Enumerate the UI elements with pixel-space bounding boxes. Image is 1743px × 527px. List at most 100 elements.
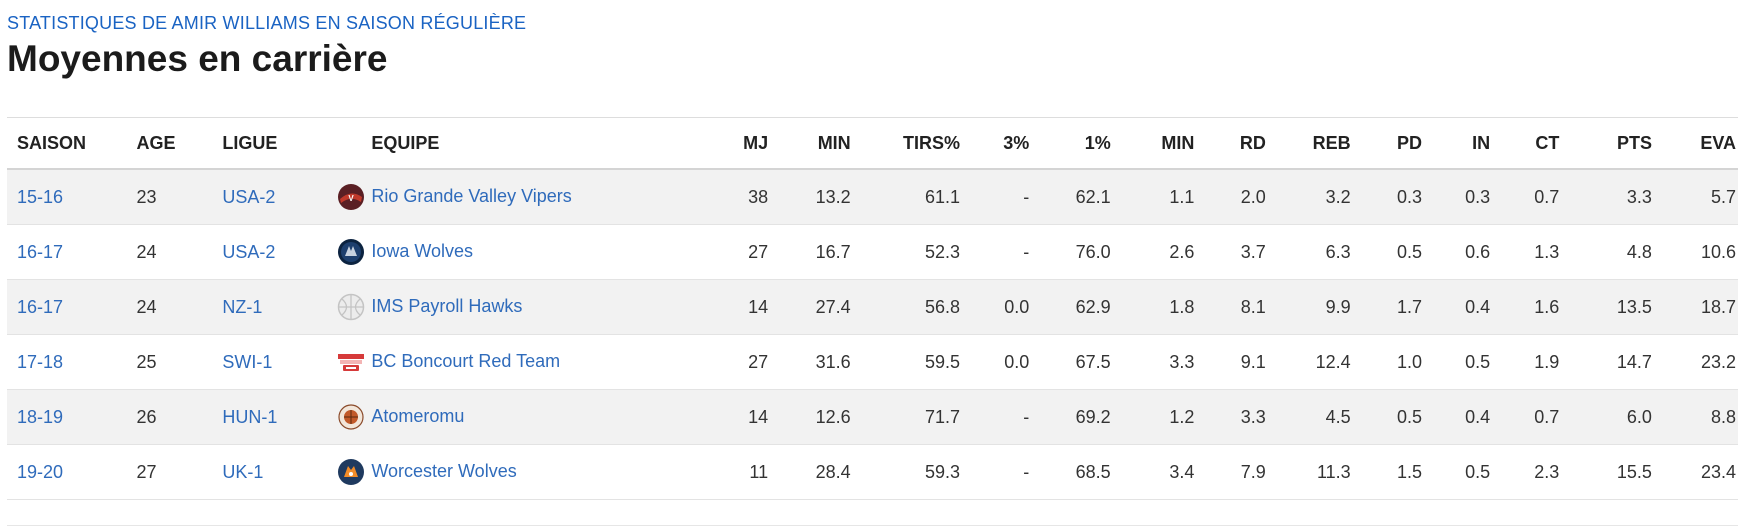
eva-cell: 5.7 (1651, 169, 1738, 225)
min-cell: 31.6 (768, 334, 851, 390)
three-pct-cell: - (960, 169, 1030, 225)
one-pct-cell: 62.9 (1029, 279, 1111, 335)
tirs-pct-cell: 59.5 (850, 334, 961, 390)
pts-cell: 3.3 (1559, 169, 1652, 225)
atomeromu-logo-icon[interactable] (337, 403, 365, 431)
min-cell: 28.4 (768, 444, 851, 500)
pd-cell: 1.5 (1350, 444, 1423, 500)
ct-cell: 1.9 (1490, 334, 1560, 390)
rd-cell: 7.9 (1194, 444, 1266, 500)
min2-cell: 3.4 (1110, 444, 1195, 500)
col-header-rd[interactable]: RD (1194, 117, 1266, 170)
vipers-logo-icon[interactable]: V (337, 183, 365, 211)
col-header-3-pct[interactable]: 3% (960, 117, 1030, 170)
tirs-pct-cell: 61.1 (850, 169, 961, 225)
col-header-eva[interactable]: EVA (1651, 117, 1738, 170)
col-header-reb[interactable]: REB (1265, 117, 1351, 170)
eva-cell: 8.8 (1651, 389, 1738, 445)
rd-cell: 2.0 (1194, 169, 1266, 225)
ct-cell: 0.7 (1490, 389, 1560, 445)
col-header-min[interactable]: MIN (768, 117, 851, 170)
worcester-wolves-logo-icon[interactable] (337, 458, 365, 486)
table-bottom-divider (7, 525, 1738, 526)
one-pct-cell: 62.1 (1029, 169, 1111, 225)
season-link[interactable]: 15-16 (7, 169, 137, 225)
tirs-pct-cell: 59.3 (850, 444, 961, 500)
in-cell: 0.4 (1422, 389, 1491, 445)
eva-cell: 23.4 (1651, 444, 1738, 500)
team-link[interactable]: Iowa Wolves (371, 240, 474, 261)
table-header-row: SAISON AGE LIGUE EQUIPE MJ MIN TIRS% 3% … (7, 117, 1738, 170)
league-link[interactable]: USA-2 (222, 224, 338, 280)
age-cell: 26 (136, 389, 223, 445)
col-header-ct[interactable]: CT (1490, 117, 1560, 170)
season-link[interactable]: 19-20 (7, 444, 137, 500)
table-row: 17-18 25 SWI-1 BC Boncourt Red Team 27 3… (7, 334, 1738, 390)
col-header-1-pct[interactable]: 1% (1029, 117, 1111, 170)
min-cell: 13.2 (768, 169, 851, 225)
age-cell: 24 (136, 279, 223, 335)
col-header-pts[interactable]: PTS (1559, 117, 1652, 170)
mj-cell: 14 (714, 389, 769, 445)
league-link[interactable]: UK-1 (222, 444, 338, 500)
rd-cell: 8.1 (1194, 279, 1266, 335)
basketball-placeholder-icon[interactable] (337, 293, 365, 321)
league-link[interactable]: NZ-1 (222, 279, 338, 335)
league-link[interactable]: USA-2 (222, 169, 338, 225)
pts-cell: 14.7 (1559, 334, 1652, 390)
ct-cell: 2.3 (1490, 444, 1560, 500)
boncourt-logo-icon[interactable] (337, 348, 365, 376)
reb-cell: 3.2 (1265, 169, 1351, 225)
mj-cell: 14 (714, 279, 769, 335)
three-pct-cell: 0.0 (960, 334, 1030, 390)
tirs-pct-cell: 52.3 (850, 224, 961, 280)
three-pct-cell: - (960, 224, 1030, 280)
one-pct-cell: 68.5 (1029, 444, 1111, 500)
col-header-min-2[interactable]: MIN (1110, 117, 1195, 170)
section-subtitle: STATISTIQUES DE AMIR WILLIAMS EN SAISON … (7, 13, 527, 33)
col-header-saison[interactable]: SAISON (7, 117, 137, 170)
pts-cell: 15.5 (1559, 444, 1652, 500)
min-cell: 16.7 (768, 224, 851, 280)
team-cell: IMS Payroll Hawks (337, 279, 715, 335)
col-header-age[interactable]: AGE (136, 117, 223, 170)
in-cell: 0.5 (1422, 444, 1491, 500)
iowa-wolves-logo-icon[interactable] (337, 238, 365, 266)
team-link[interactable]: Worcester Wolves (371, 460, 517, 481)
one-pct-cell: 76.0 (1029, 224, 1111, 280)
season-link[interactable]: 16-17 (7, 224, 137, 280)
team-link[interactable]: BC Boncourt Red Team (371, 350, 561, 371)
in-cell: 0.6 (1422, 224, 1491, 280)
col-header-tirs-pct[interactable]: TIRS% (850, 117, 961, 170)
league-link[interactable]: SWI-1 (222, 334, 338, 390)
pts-cell: 4.8 (1559, 224, 1652, 280)
pd-cell: 1.7 (1350, 279, 1423, 335)
reb-cell: 11.3 (1265, 444, 1351, 500)
team-link[interactable]: Rio Grande Valley Vipers (371, 185, 572, 206)
col-header-ligue[interactable]: LIGUE (222, 117, 338, 170)
min2-cell: 1.1 (1110, 169, 1195, 225)
team-link[interactable]: Atomeromu (371, 405, 465, 426)
three-pct-cell: - (960, 389, 1030, 445)
col-header-equipe[interactable]: EQUIPE (337, 117, 715, 170)
season-link[interactable]: 16-17 (7, 279, 137, 335)
one-pct-cell: 67.5 (1029, 334, 1111, 390)
table-row: 15-16 23 USA-2 V Rio Grande Valley Viper… (7, 169, 1738, 225)
pd-cell: 0.3 (1350, 169, 1423, 225)
team-cell: Worcester Wolves (337, 444, 715, 500)
col-header-mj[interactable]: MJ (714, 117, 769, 170)
min-cell: 27.4 (768, 279, 851, 335)
rd-cell: 3.3 (1194, 389, 1266, 445)
season-link[interactable]: 17-18 (7, 334, 137, 390)
season-link[interactable]: 18-19 (7, 389, 137, 445)
col-header-pd[interactable]: PD (1350, 117, 1423, 170)
col-header-in[interactable]: IN (1422, 117, 1491, 170)
min-cell: 12.6 (768, 389, 851, 445)
team-link[interactable]: IMS Payroll Hawks (371, 295, 523, 316)
age-cell: 27 (136, 444, 223, 500)
in-cell: 0.5 (1422, 334, 1491, 390)
league-link[interactable]: HUN-1 (222, 389, 338, 445)
tirs-pct-cell: 56.8 (850, 279, 961, 335)
reb-cell: 4.5 (1265, 389, 1351, 445)
